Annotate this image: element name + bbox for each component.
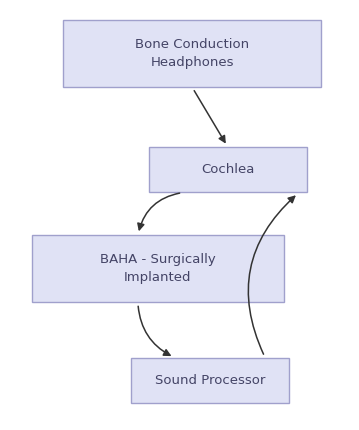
- Text: Cochlea: Cochlea: [201, 163, 255, 176]
- FancyBboxPatch shape: [131, 358, 289, 403]
- FancyBboxPatch shape: [63, 20, 321, 87]
- FancyBboxPatch shape: [32, 236, 284, 302]
- FancyBboxPatch shape: [149, 147, 307, 193]
- Text: BAHA - Surgically
Implanted: BAHA - Surgically Implanted: [100, 253, 216, 284]
- Text: Sound Processor: Sound Processor: [155, 374, 265, 387]
- Text: Bone Conduction
Headphones: Bone Conduction Headphones: [135, 38, 249, 69]
